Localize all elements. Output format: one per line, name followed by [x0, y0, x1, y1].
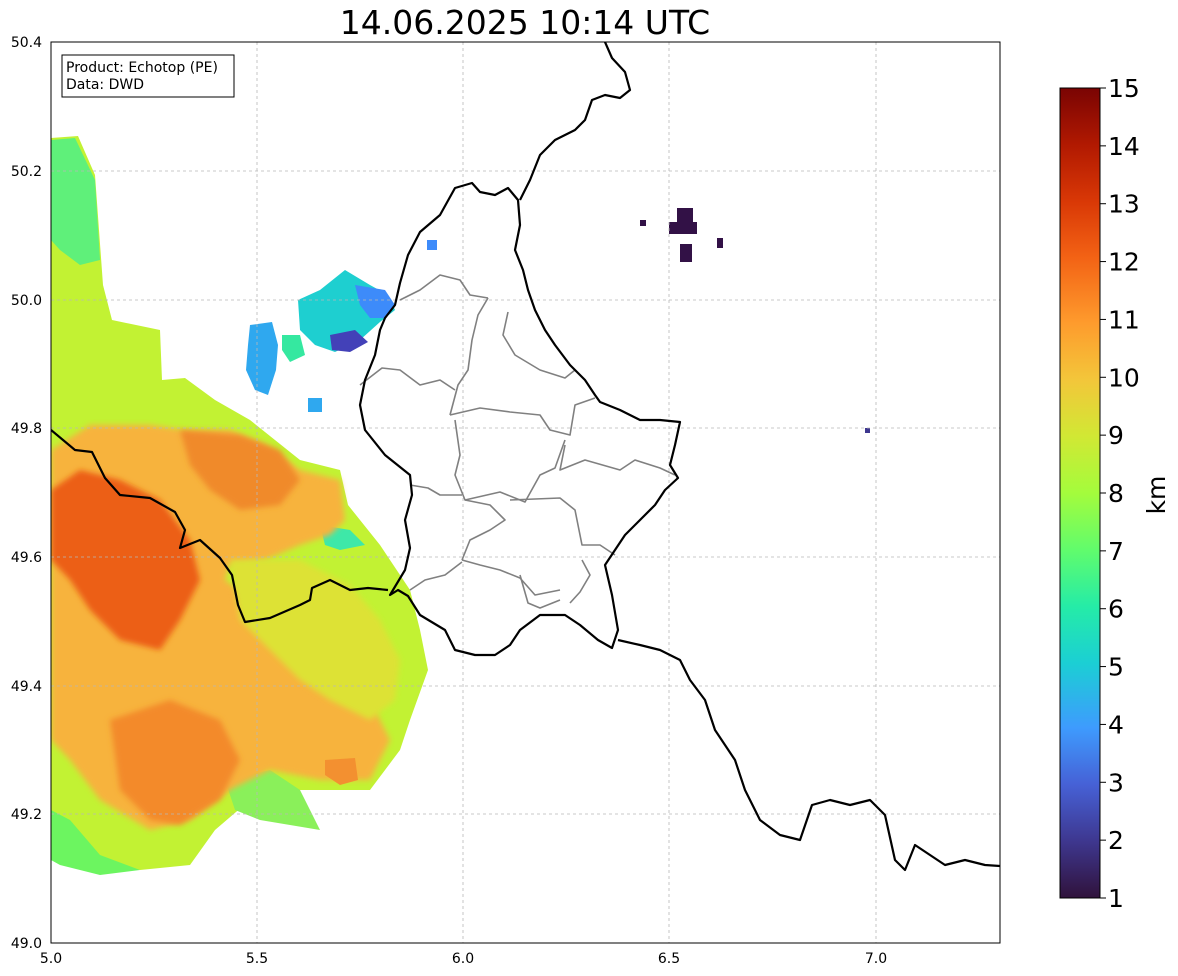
map-panel: Product: Echotop (PE) Data: DWD: [50, 41, 1001, 944]
national-borders: [51, 42, 1000, 872]
lat-tick-label: 49.0: [11, 936, 42, 952]
echo-west-fringe: [51, 138, 100, 265]
colorbar-tick-label: 6: [1108, 595, 1124, 624]
echo-north-cluster-dark: [330, 330, 368, 352]
map-gridlines: [51, 42, 1000, 943]
echo-central-core-orange: [180, 430, 300, 510]
lat-tick-label: 49.8: [11, 421, 42, 437]
echo-east-lobe-yellow: [230, 560, 400, 720]
lon-tick-label: 6.5: [658, 951, 680, 967]
echo-isolated-pixel: [865, 428, 870, 433]
echo-small-cell-2: [427, 240, 437, 250]
colorbar-tick-label: 11: [1108, 305, 1140, 334]
colorbar-tick-label: 3: [1108, 768, 1124, 797]
echo-northeast-weak: [640, 208, 723, 262]
echo-north-cluster-blue: [355, 285, 395, 318]
colorbar-tick-label: 10: [1108, 363, 1140, 392]
lat-axis: 49.0 49.2 49.4 49.6 49.8 50.0 50.2 50.4: [11, 35, 42, 952]
lon-tick-label: 5.0: [40, 951, 62, 967]
lon-tick-label: 6.0: [452, 951, 474, 967]
colorbar-gradient: [1059, 87, 1101, 899]
echo-small-cell-1: [308, 398, 322, 412]
colorbar-tick-label: 9: [1108, 421, 1124, 450]
lon-tick-label: 5.5: [246, 951, 268, 967]
colorbar-tick-label: 8: [1108, 479, 1124, 508]
echo-south-fringe: [51, 810, 140, 875]
fr-be-border: [51, 429, 389, 624]
map-frame: [50, 41, 1001, 944]
radar-echo-layer: [51, 136, 870, 875]
echo-south-core: [110, 700, 240, 825]
lux-border: [358, 181, 682, 657]
lon-axis: 5.0 5.5 6.0 6.5 7.0: [40, 951, 887, 967]
colorbar-tick-label: 13: [1108, 190, 1140, 219]
colorbar-tick-label: 2: [1108, 826, 1124, 855]
colorbar-tick-label: 1: [1108, 884, 1124, 913]
echo-north-west-cells: [246, 322, 278, 395]
echo-west-core-red: [51, 470, 200, 650]
info-product: Product: Echotop (PE): [66, 60, 218, 76]
echo-south-green: [225, 770, 320, 830]
lon-tick-label: 7.0: [865, 951, 887, 967]
lat-tick-label: 50.4: [11, 35, 42, 51]
admin-borders: [359, 274, 676, 609]
de-border-south: [617, 638, 1000, 872]
lat-tick-label: 49.6: [11, 550, 42, 566]
lat-tick-label: 50.2: [11, 164, 42, 180]
info-data-source: Data: DWD: [66, 77, 144, 93]
echo-north-west-green: [282, 335, 305, 362]
lat-tick-label: 50.0: [11, 293, 42, 309]
colorbar-label: km: [1142, 476, 1171, 515]
borders-layer: [51, 42, 1000, 872]
echo-southeast-orange: [325, 758, 358, 785]
lat-tick-label: 49.2: [11, 807, 42, 823]
info-box: Product: Echotop (PE) Data: DWD: [61, 54, 235, 98]
colorbar-tick-label: 5: [1108, 653, 1124, 682]
lat-tick-label: 49.4: [11, 679, 42, 695]
colorbar-tick-label: 7: [1108, 537, 1124, 566]
de-border-north: [519, 42, 632, 201]
colorbar-tick-label: 14: [1108, 132, 1140, 161]
colorbar-tick-label: 4: [1108, 710, 1124, 739]
map-title: 14.06.2025 10:14 UTC: [340, 3, 710, 42]
colorbar-tick-label: 15: [1108, 74, 1140, 103]
colorbar-tick-label: 12: [1108, 248, 1140, 277]
